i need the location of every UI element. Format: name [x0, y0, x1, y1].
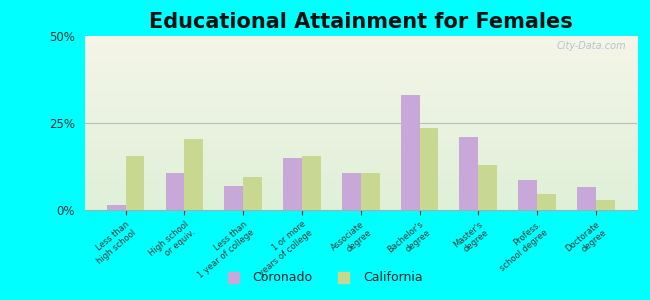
Text: City-Data.com: City-Data.com [556, 41, 626, 51]
Legend: Coronado, California: Coronado, California [224, 267, 426, 288]
Bar [302, 156, 321, 210]
Bar [419, 128, 438, 210]
Bar [166, 173, 185, 210]
Bar [342, 173, 361, 210]
Bar [400, 95, 419, 210]
Bar [537, 194, 556, 210]
Bar [283, 158, 302, 210]
Title: Educational Attainment for Females: Educational Attainment for Females [149, 12, 573, 32]
Bar [185, 139, 203, 210]
Bar [361, 173, 380, 210]
Bar [518, 180, 537, 210]
Bar [596, 200, 615, 210]
Bar [107, 205, 125, 210]
Bar [460, 137, 478, 210]
Bar [478, 165, 497, 210]
Bar [243, 177, 262, 210]
Bar [577, 188, 596, 210]
Bar [224, 186, 243, 210]
Bar [125, 156, 144, 210]
